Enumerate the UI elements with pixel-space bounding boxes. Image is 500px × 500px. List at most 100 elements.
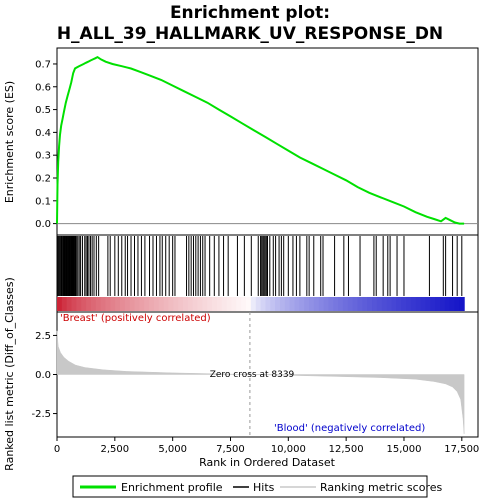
color-bar-segment: [459, 297, 465, 311]
color-bar-segment: [192, 297, 199, 311]
color-bar-segment: [207, 297, 213, 311]
color-bar-segment: [376, 297, 383, 311]
color-bar-segment: [110, 297, 116, 311]
color-bar-segment: [289, 297, 296, 311]
x-tick-label: 17,500: [444, 444, 479, 455]
color-bar-segment: [81, 297, 87, 311]
color-bar-segment: [134, 297, 140, 311]
zero-cross-label: Zero cross at 8339: [210, 370, 295, 380]
metric-panel: 2.5 0.0 -2.5 'Breast' (positively correlat…: [3, 277, 479, 471]
color-bar-segment: [318, 297, 325, 311]
es-y-ticks: 0.0 0.1 0.2 0.3 0.4 0.5 0.6 0.7: [35, 59, 57, 230]
color-bar-segment: [231, 297, 237, 311]
x-tick-label: 15,000: [386, 444, 421, 455]
color-bar-segment: [352, 297, 359, 311]
positive-correlation-label: 'Breast' (positively correlated): [60, 313, 211, 324]
color-bar-segment: [362, 297, 368, 311]
ranking-metric-area: [56, 330, 465, 434]
metric-ytick-label: 2.5: [35, 331, 51, 342]
metric-ylabel: Ranked list metric (Diff_of_Classes): [3, 277, 16, 471]
color-bar-segment: [313, 297, 320, 311]
color-bar-segment: [183, 297, 189, 311]
color-bar-segment: [57, 297, 63, 311]
color-bar-segment: [197, 297, 204, 311]
color-bar-segment: [294, 297, 300, 311]
color-bar-segment: [357, 297, 363, 311]
color-bar-segment: [100, 297, 107, 311]
color-bar-segment: [367, 297, 373, 311]
color-bar-segment: [323, 297, 330, 311]
color-bar-segment: [430, 297, 436, 311]
color-bar-segment: [435, 297, 441, 311]
color-bar-segment: [328, 297, 334, 311]
color-bar-segment: [255, 297, 262, 311]
color-bar-segment: [391, 297, 397, 311]
color-bar-segment: [90, 297, 97, 311]
color-bar-segment: [279, 297, 286, 311]
es-panel-frame: [56, 47, 479, 236]
x-tick-label: 7,500: [216, 444, 245, 455]
color-bar-segment: [144, 297, 150, 311]
color-bar-segment: [342, 297, 349, 311]
color-bar-segment: [216, 297, 223, 311]
color-bar-segment: [372, 297, 378, 311]
color-bar-segment: [168, 297, 174, 311]
color-bar-segment: [425, 297, 431, 311]
es-ytick-label: 0.5: [35, 105, 51, 116]
color-bar-segment: [415, 297, 422, 311]
color-bar-segment: [241, 297, 247, 311]
color-bar-segment: [61, 297, 68, 311]
color-bar-segment: [212, 297, 218, 311]
hits-panel: [56, 234, 479, 313]
legend-frame: [72, 475, 428, 498]
es-ylabel: Enrichment score (ES): [3, 81, 16, 203]
x-axis-ticks: 0 2,500 5,000 7,500 10,000 12,500 15,000 17,500: [54, 437, 479, 455]
color-bar-segment: [439, 297, 446, 311]
color-bar-segment: [71, 297, 77, 311]
color-bar-segment: [454, 297, 460, 311]
color-bar-segment: [299, 297, 305, 311]
x-tick-label: 2,500: [101, 444, 130, 455]
es-ytick-label: 0.2: [35, 173, 51, 184]
color-bar-segment: [386, 297, 393, 311]
color-bar-segment: [347, 297, 354, 311]
x-tick-label: 0: [54, 444, 60, 455]
color-bar-segment: [246, 297, 252, 311]
color-bar-segment: [149, 297, 155, 311]
metric-y-ticks: 2.5 0.0 -2.5: [31, 331, 57, 420]
es-ytick-label: 0.6: [35, 82, 51, 93]
x-tick-label: 5,000: [158, 444, 187, 455]
metric-ytick-label: 0.0: [35, 370, 51, 381]
color-bar-segment: [202, 297, 208, 311]
color-bar-segment: [124, 297, 131, 311]
color-bar-segment: [120, 297, 126, 311]
color-bar-segment: [405, 297, 412, 311]
color-bar-segment: [178, 297, 184, 311]
color-bar-segment: [309, 297, 315, 311]
color-bar-segment: [284, 297, 291, 311]
enrichment-profile-line: [56, 55, 465, 225]
es-ytick-label: 0.0: [35, 219, 51, 230]
color-bar-segment: [95, 297, 102, 311]
color-bar-segment: [420, 297, 426, 311]
color-bar-segment: [381, 297, 388, 311]
color-bar-segment: [163, 297, 170, 311]
color-bar-segment: [304, 297, 310, 311]
es-ytick-label: 0.7: [35, 59, 51, 70]
hit-marks: [56, 236, 463, 296]
es-panel: 0.0 0.1 0.2 0.3 0.4 0.5 0.6 0.7 Enrichment scor…: [3, 47, 479, 236]
color-bar-segment: [449, 297, 456, 311]
metric-ytick-label: -2.5: [31, 409, 51, 420]
color-bar-segment: [226, 297, 233, 311]
color-bar-segment: [333, 297, 339, 311]
color-bar-segment: [158, 297, 165, 311]
color-bar-segment: [173, 297, 179, 311]
color-bar-segment: [129, 297, 136, 311]
color-bar-segment: [270, 297, 276, 311]
rank-color-bar: [57, 297, 465, 311]
color-bar-segment: [265, 297, 271, 311]
color-bar-segment: [115, 297, 121, 311]
legend-label-enrichment: Enrichment profile: [121, 481, 223, 494]
color-bar-segment: [410, 297, 417, 311]
